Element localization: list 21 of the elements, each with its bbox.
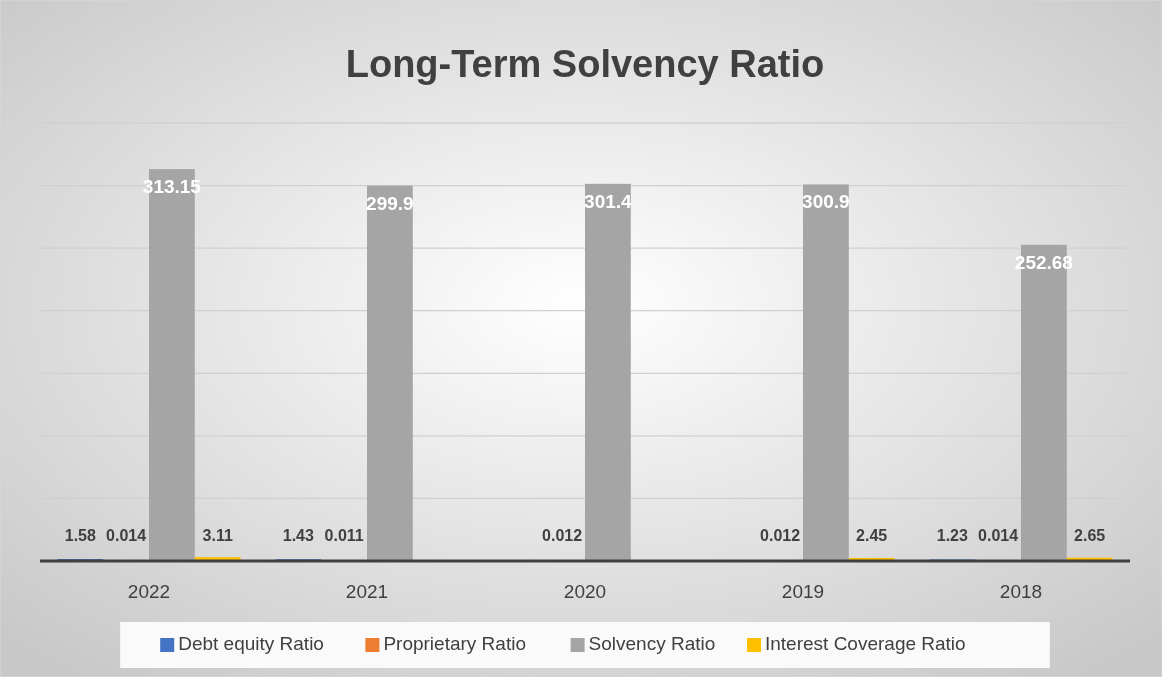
legend-label: Proprietary Ratio [383, 633, 526, 655]
x-tick-label: 2022 [127, 581, 171, 602]
legend-label: Debt equity Ratio [178, 633, 324, 655]
data-label: 0.014 [978, 527, 1019, 544]
legend-label: Interest Coverage Ratio [765, 633, 966, 655]
data-label: 1.43 [282, 527, 314, 544]
chart-title: Long-Term Solvency Ratio [345, 43, 825, 85]
legend-label: Solvency Ratio [588, 633, 716, 655]
x-tick-label: 2021 [345, 581, 389, 602]
x-tick-label: 2018 [999, 581, 1043, 602]
data-label: 3.11 [202, 527, 233, 544]
data-label: 0.014 [106, 527, 147, 544]
data-label: 1.23 [936, 527, 968, 544]
x-tick-label: 2020 [563, 581, 607, 602]
data-label: 0.012 [542, 527, 583, 544]
x-tick-label: 2019 [781, 581, 825, 602]
data-label: 0.012 [760, 527, 801, 544]
data-label: 2.45 [856, 527, 888, 544]
data-label: 2.65 [1074, 527, 1106, 544]
data-label: 1.58 [64, 527, 96, 544]
data-label: 0.011 [324, 527, 364, 544]
